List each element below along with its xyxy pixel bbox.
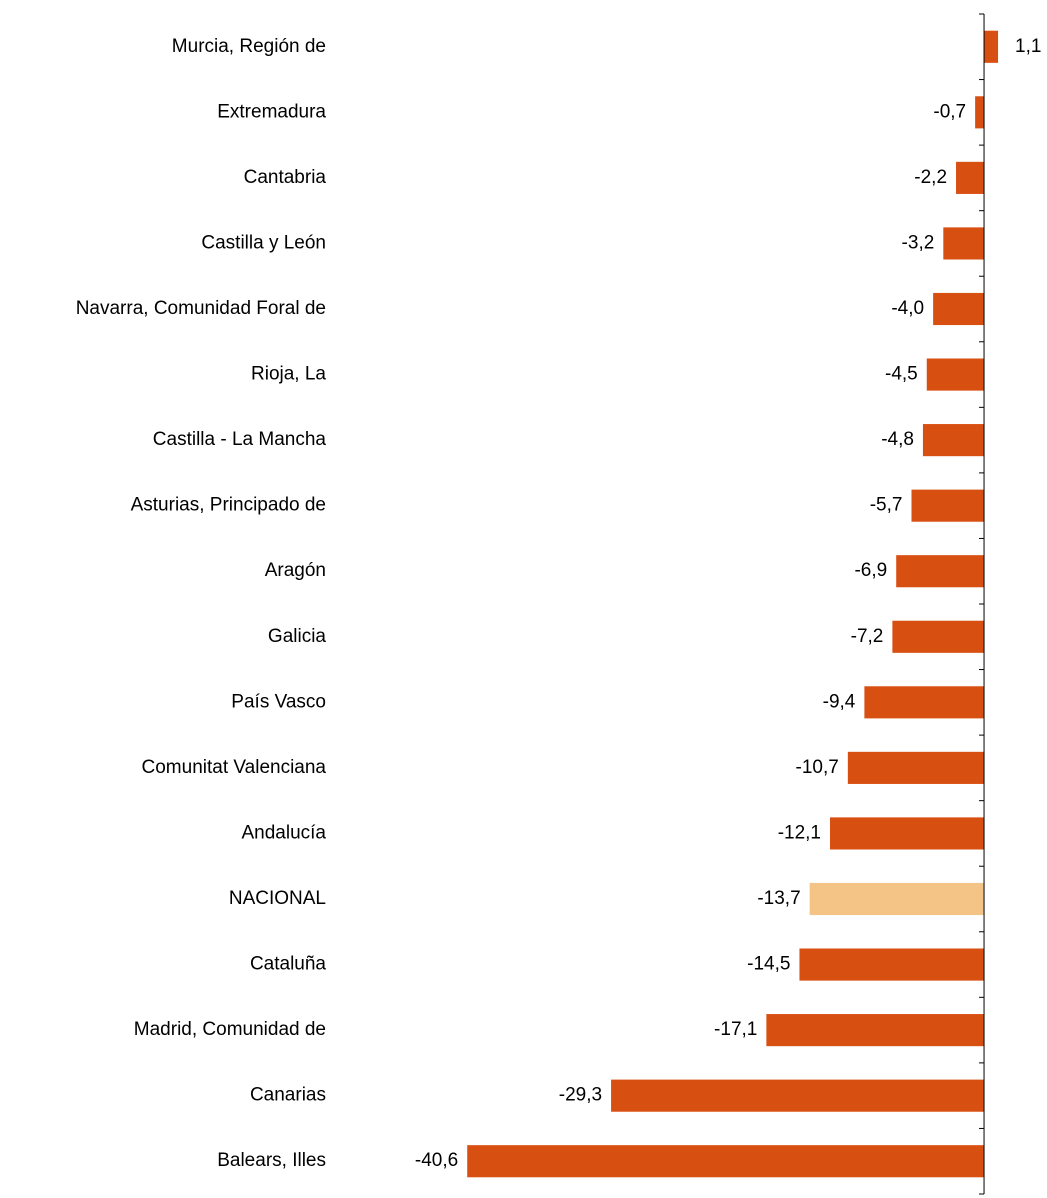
category-label: Canarias — [250, 1085, 326, 1106]
category-label: Murcia, Región de — [172, 36, 326, 57]
bar — [611, 1079, 985, 1112]
category-label: Navarra, Comunidad Foral de — [76, 298, 326, 319]
category-label: Cantabria — [244, 167, 327, 188]
bar — [809, 882, 985, 916]
category-label: Castilla y León — [201, 232, 326, 253]
bar — [933, 292, 985, 326]
data-label: -4,5 — [885, 364, 918, 385]
data-label: -12,1 — [778, 822, 821, 843]
data-label: -5,7 — [870, 495, 903, 516]
bar — [766, 1014, 985, 1047]
category-label: Cataluña — [250, 954, 326, 975]
category-label: Galicia — [268, 626, 327, 647]
data-label: -40,6 — [415, 1150, 458, 1171]
data-label: -13,7 — [757, 888, 800, 909]
bar — [799, 948, 985, 981]
category-label: Andalucía — [241, 822, 326, 843]
bar — [922, 424, 985, 457]
category-label: NACIONAL — [229, 888, 326, 909]
bar — [864, 686, 985, 719]
category-label: País Vasco — [231, 691, 326, 712]
data-label: -29,3 — [559, 1085, 602, 1106]
data-label: -9,4 — [823, 691, 856, 712]
data-label: -4,8 — [881, 429, 914, 450]
category-label: Castilla - La Mancha — [153, 429, 327, 450]
data-label: -7,2 — [851, 626, 884, 647]
data-label: -6,9 — [854, 560, 887, 581]
data-label: 1,1 — [1015, 36, 1041, 57]
bar — [892, 620, 985, 653]
bar — [847, 751, 985, 784]
data-label: -2,2 — [914, 167, 947, 188]
data-label: -14,5 — [747, 954, 790, 975]
bar — [943, 227, 985, 260]
data-label: -17,1 — [714, 1019, 757, 1040]
bar — [830, 817, 985, 850]
category-label: Madrid, Comunidad de — [134, 1019, 326, 1040]
bar — [956, 161, 985, 194]
bar — [911, 489, 985, 522]
bar — [467, 1145, 985, 1178]
category-label: Extremadura — [217, 101, 326, 122]
bar — [926, 358, 985, 391]
bar — [896, 555, 985, 588]
bar — [975, 96, 985, 129]
category-label: Comunitat Valenciana — [142, 757, 327, 778]
bar — [984, 30, 999, 63]
data-label: -3,2 — [902, 232, 935, 253]
category-label: Balears, Illes — [217, 1150, 326, 1171]
data-label: -4,0 — [891, 298, 924, 319]
category-label: Rioja, La — [251, 364, 326, 385]
data-label: -10,7 — [796, 757, 839, 778]
category-label: Asturias, Principado de — [131, 495, 326, 516]
data-label: -0,7 — [933, 101, 966, 122]
category-label: Aragón — [265, 560, 326, 581]
